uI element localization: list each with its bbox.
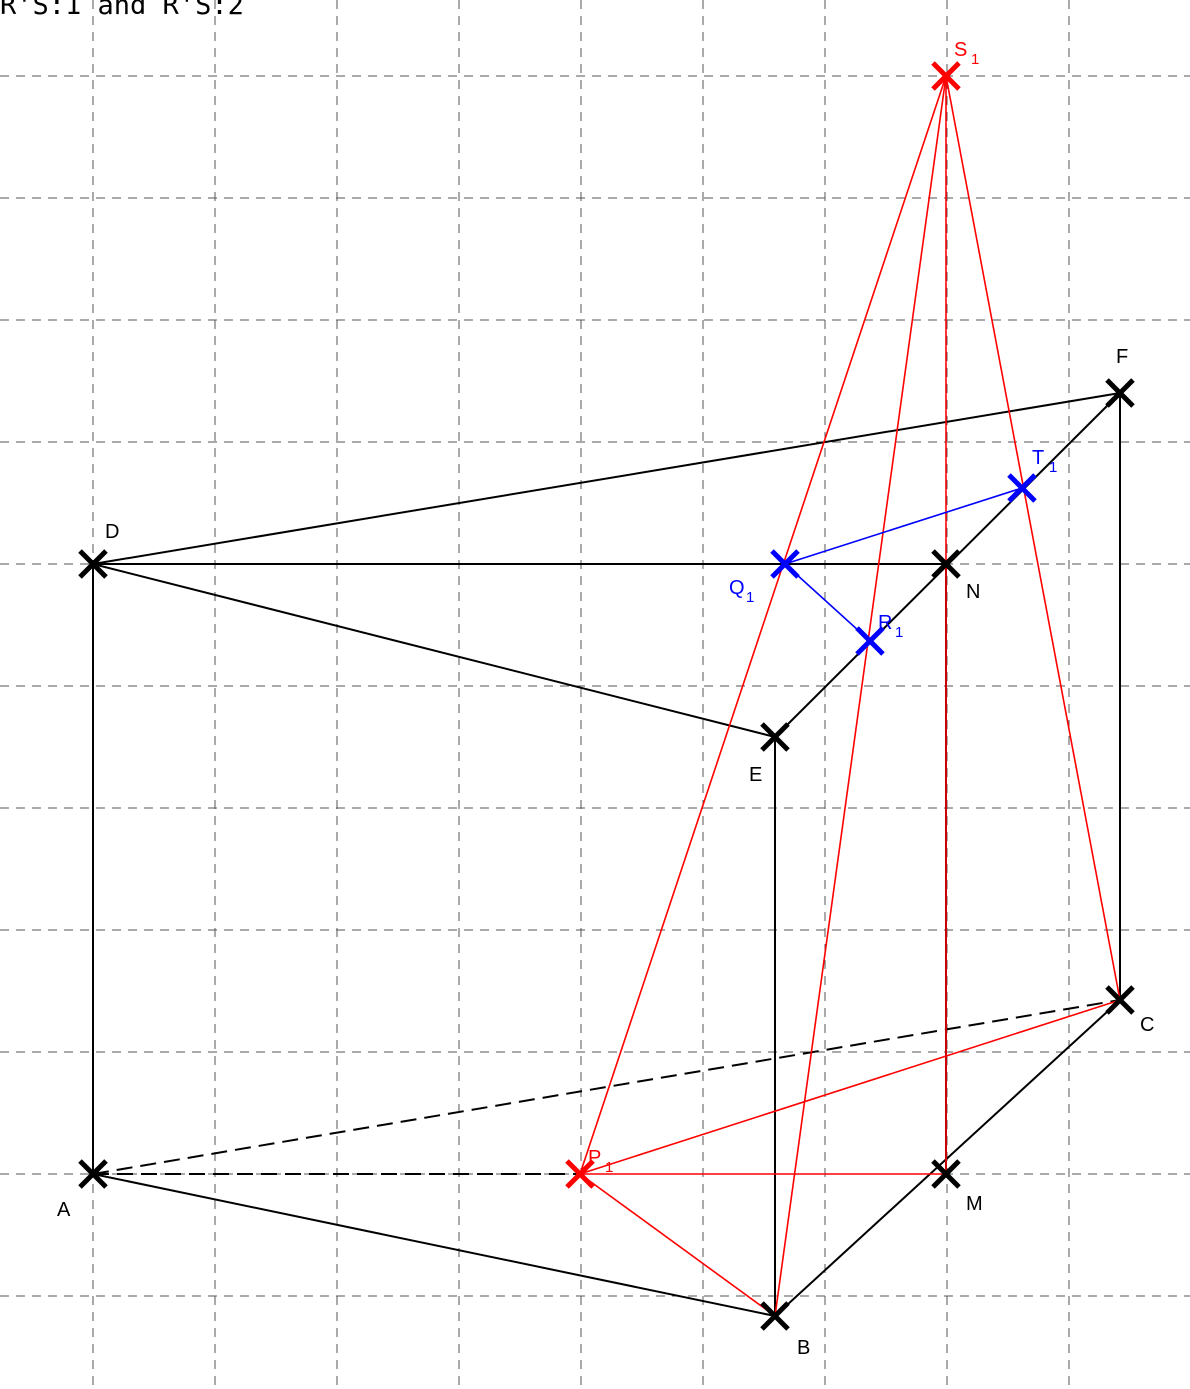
point-R1-subscript: 1 <box>895 624 903 641</box>
point-F-label: F <box>1116 346 1128 368</box>
point-S1-subscript: 1 <box>971 51 979 68</box>
point-P1-label: P <box>588 1147 601 1169</box>
segment-S1-P1 <box>579 75 947 1175</box>
point-Q1-label: Q <box>729 577 745 599</box>
segment-P1-B <box>579 1173 776 1317</box>
point-P1-marker <box>565 1159 595 1189</box>
point-M-marker <box>931 1159 961 1189</box>
point-T1-subscript: 1 <box>1049 459 1057 476</box>
point-R1-marker <box>855 626 885 656</box>
caption-text: R'S:1 and R'S:2 <box>0 0 248 21</box>
point-A-label: A <box>57 1199 71 1221</box>
point-P1-subscript: 1 <box>605 1159 613 1176</box>
point-A-marker <box>78 1159 108 1189</box>
point-markers <box>78 61 1135 1331</box>
segment-D-E <box>92 563 776 738</box>
point-N-marker <box>931 549 961 579</box>
point-M-label: M <box>966 1193 983 1215</box>
point-E-label: E <box>749 764 762 786</box>
segment-P1-C <box>579 999 1121 1175</box>
point-C-label: C <box>1140 1014 1154 1036</box>
point-E-marker <box>760 722 790 752</box>
point-Q1-marker <box>770 549 800 579</box>
point-S1-marker <box>931 61 961 91</box>
segment-B-C <box>774 999 1121 1317</box>
segment-D-F <box>92 392 1121 565</box>
point-Q1-subscript: 1 <box>746 589 754 606</box>
point-T1-marker <box>1007 473 1037 503</box>
point-R1-label: R <box>878 612 892 634</box>
point-B-label: B <box>797 1337 810 1359</box>
point-N-label: N <box>966 581 980 603</box>
segment-A-C <box>92 999 1121 1175</box>
point-S1-label: S <box>954 39 967 61</box>
point-T1-label: T <box>1032 447 1044 469</box>
segment-A-B <box>92 1173 776 1317</box>
point-B-marker <box>760 1301 790 1331</box>
point-D-marker <box>78 549 108 579</box>
segments <box>92 75 1121 1317</box>
point-C-marker <box>1105 985 1135 1015</box>
segment-S1-B <box>774 75 947 1317</box>
segment-Q1-T1 <box>784 487 1023 565</box>
point-F-marker <box>1105 378 1135 408</box>
segment-S1-C <box>945 75 1121 1001</box>
segment-Q1-R1 <box>784 563 871 642</box>
point-D-label: D <box>105 521 119 543</box>
